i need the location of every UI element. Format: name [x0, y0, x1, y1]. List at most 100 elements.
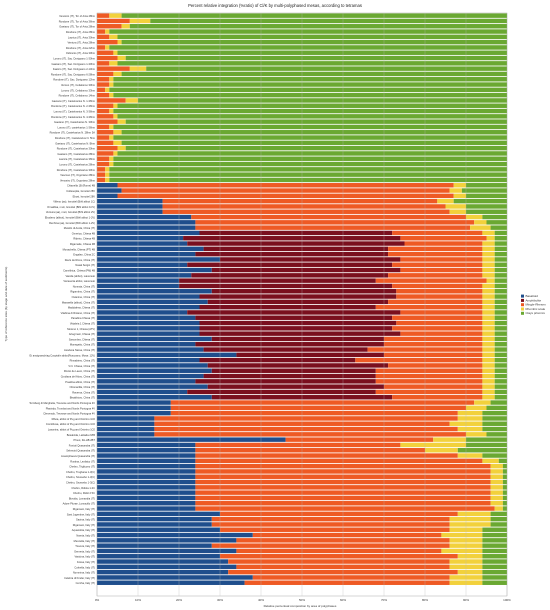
row-label: Biovida, Lomandia (IT) [69, 496, 95, 500]
row-label: Celebra di Kinder, Italy (IT) [64, 576, 95, 580]
bar-segment-21-2 [97, 124, 110, 130]
bar-segment-66-0 [97, 363, 208, 368]
legend-swatch [521, 311, 524, 315]
bar-segment-54-0 [97, 299, 208, 305]
x-tick-label: 30% [217, 598, 223, 602]
row-label: Lisaorphaeva Quasandra (IT) [61, 454, 95, 458]
row-label: Rondone (IT), Anta 28hm [66, 30, 95, 34]
row-label: Crentibosa, abbot of Pug and Ostrrino 1C… [46, 422, 96, 426]
bar-segment-42-1 [183, 236, 401, 241]
bar-segment-46-1 [220, 257, 401, 262]
bar-segment-66-2 [388, 363, 483, 368]
bar-segment-61-2 [384, 336, 483, 342]
bar-segment-5-4 [121, 39, 507, 45]
row-label: Murello di Acola, China (IT) [64, 226, 95, 230]
bar-segment-41-0 [97, 230, 200, 236]
row-label: Chianella 1B (Rome) 4B [67, 184, 95, 188]
bar-segment-58-2 [396, 320, 483, 326]
bar-segment-39-2 [195, 220, 475, 225]
bar-segment-57-3 [482, 315, 495, 320]
bar-segment-47-2 [392, 262, 483, 267]
row-label: Raverna, China (IT) [72, 390, 95, 394]
bar-segment-0-2 [97, 13, 110, 18]
bar-segment-79-0 [97, 432, 155, 437]
bar-segment-74-3 [466, 405, 487, 411]
bar-segment-22-3 [113, 130, 122, 135]
bar-segment-72-2 [392, 395, 483, 400]
bar-segment-67-2 [375, 368, 483, 373]
bar-segment-59-0 [97, 326, 200, 331]
bar-segment-103-0 [97, 559, 229, 564]
bar-segment-50-3 [486, 278, 495, 283]
bar-segment-37-2 [162, 209, 450, 214]
bar-segment-62-3 [482, 342, 495, 347]
bar-segment-42-0 [97, 236, 184, 241]
bar-segment-11-3 [113, 71, 122, 77]
bar-segment-2-2 [97, 24, 122, 29]
bar-segment-82-3 [425, 448, 458, 453]
bars-layer [97, 13, 508, 585]
bar-segment-44-1 [203, 246, 389, 252]
bar-segment-82-4 [457, 448, 507, 453]
bar-segment-87-4 [502, 474, 507, 479]
bar-segment-90-0 [97, 490, 196, 495]
row-label: Trevera, Italy (IT) [75, 544, 95, 548]
bar-segment-33-2 [121, 188, 450, 193]
x-tick-label: 60% [340, 598, 346, 602]
bar-segment-33-3 [449, 188, 462, 193]
bar-segment-70-2 [384, 384, 483, 389]
row-label: Narnia, Italy (IT) [76, 534, 95, 538]
bar-segment-73-2 [170, 400, 475, 405]
bar-segment-33-0 [97, 188, 122, 193]
bar-segment-72-3 [482, 395, 495, 400]
bar-segment-1-3 [129, 18, 151, 24]
bar-segment-56-1 [187, 310, 401, 315]
bar-segment-90-4 [502, 490, 507, 495]
bar-segment-93-2 [195, 506, 495, 511]
bar-segment-80-4 [466, 437, 507, 442]
bar-segment-33-4 [461, 188, 507, 193]
bar-segment-97-4 [482, 527, 507, 532]
x-tick-label: 70% [381, 598, 387, 602]
bar-segment-15-2 [97, 92, 110, 98]
bar-segment-48-0 [97, 267, 212, 273]
bar-segment-99-0 [97, 538, 237, 543]
row-label: Renhina (aa), Ismuttel (Bthl abbot 1-2V) [49, 221, 95, 225]
bar-segment-85-3 [490, 463, 503, 469]
bar-segment-65-1 [199, 357, 356, 363]
row-label: Sant Jugentine, Italy (IT) [67, 512, 95, 516]
bar-segment-76-2 [154, 416, 458, 421]
bar-segment-51-1 [179, 283, 393, 289]
row-label: Ottomarilla, China (IT) [69, 385, 95, 389]
row-label: Rondone (IT), Sac. Doriguano 12hm [53, 78, 95, 82]
x-ticks-layer: 0% 10% 20% 30% 40% 50% 60% 70% 80% 90% 100% [95, 13, 511, 602]
bar-segment-54-2 [388, 299, 483, 305]
bar-segment-65-4 [494, 357, 507, 363]
row-label: Rigamatie, Chiesa 4B [70, 242, 95, 246]
bar-segment-59-1 [199, 326, 393, 331]
row-label: Ebodeno (abbot), Ismuttel (Bthl abbot 1-… [45, 216, 95, 220]
bar-segment-69-3 [482, 379, 495, 384]
bar-segment-7-2 [97, 50, 114, 55]
bar-segment-75-4 [482, 410, 507, 416]
x-tick-label: 10% [135, 598, 141, 602]
bar-segment-71-2 [375, 389, 483, 395]
bar-segment-53-1 [199, 294, 397, 299]
bar-segment-96-2 [211, 522, 450, 527]
bar-segment-65-3 [482, 357, 495, 363]
bar-segment-67-4 [494, 368, 507, 373]
bar-segment-36-0 [97, 204, 163, 209]
row-label: Paradina Chiesa (IT) [71, 316, 95, 320]
bar-segment-64-2 [384, 352, 483, 358]
row-label: Fontoti Quasandra (IT) [69, 443, 95, 447]
legend-swatch [521, 307, 524, 311]
bar-segment-104-4 [482, 564, 507, 570]
bar-segment-45-0 [97, 251, 196, 257]
bar-segment-51-4 [494, 283, 507, 289]
bar-segment-81-4 [466, 442, 507, 448]
row-label: Vittabria 1 Chiesa (IT) [70, 322, 95, 326]
bar-segment-35-0 [97, 198, 163, 204]
x-tick-label: 40% [258, 598, 264, 602]
row-label: Lorono (IT), Castelvarius 28hm [59, 163, 95, 167]
bar-segment-39-0 [97, 220, 196, 225]
